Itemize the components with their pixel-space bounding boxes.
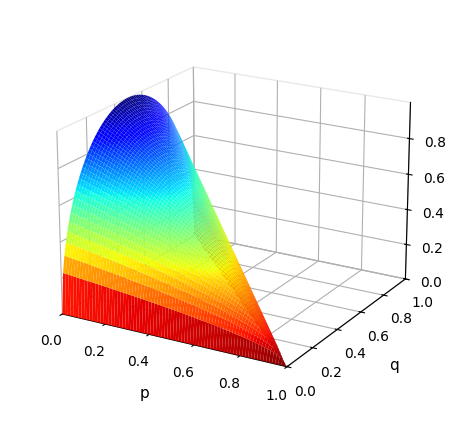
X-axis label: p: p — [139, 386, 149, 401]
Y-axis label: q: q — [388, 358, 398, 373]
